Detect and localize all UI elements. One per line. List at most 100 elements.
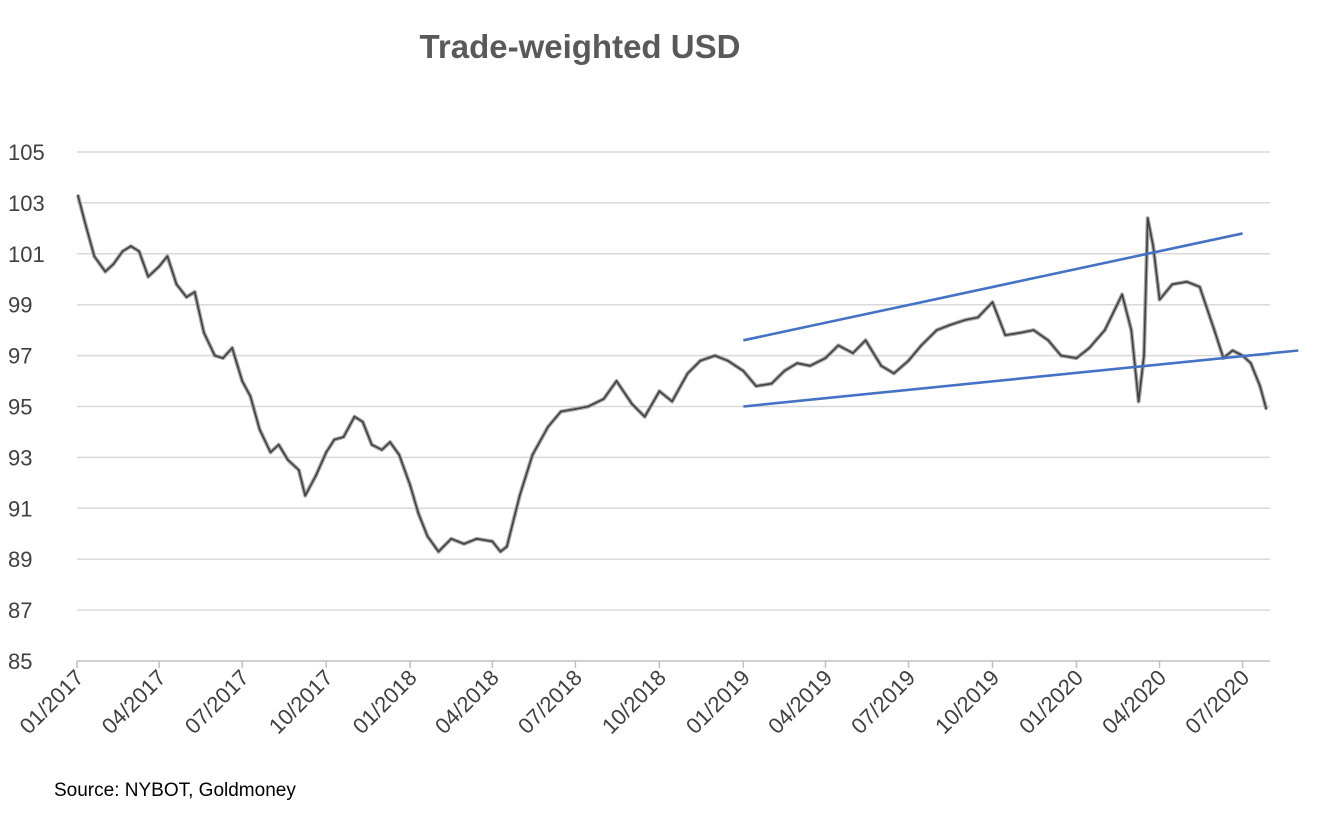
data-point	[158, 265, 161, 268]
trend-layer	[743, 232, 1299, 408]
data-point	[1075, 357, 1078, 359]
data-point	[547, 426, 549, 428]
data-point	[602, 398, 605, 400]
series-0-shadow	[75, 194, 1269, 554]
x-tick-label-8: 01/2019	[681, 665, 755, 739]
data-point	[824, 357, 827, 359]
data-point	[1158, 298, 1161, 301]
data-point	[1214, 331, 1217, 334]
x-tick-label-0: 01/2017	[15, 665, 89, 739]
data-point	[1171, 283, 1174, 286]
y-tick-label-105: 105	[8, 140, 45, 165]
source-note: Source: NYBOT, Goldmoney	[54, 780, 296, 801]
series-layer	[75, 194, 1269, 554]
data-point	[475, 537, 478, 540]
x-tick-label-3: 10/2017	[264, 665, 338, 739]
data-point	[1121, 293, 1123, 296]
data-point	[991, 301, 994, 304]
data-point	[1060, 354, 1062, 357]
data-point	[948, 324, 951, 326]
data-point	[203, 331, 205, 334]
data-point	[84, 222, 87, 225]
data-point	[185, 296, 188, 298]
data-point	[964, 319, 966, 321]
data-point	[1143, 354, 1145, 357]
data-point	[325, 451, 328, 454]
data-point	[920, 344, 923, 347]
data-point	[837, 344, 840, 347]
data-point	[686, 372, 689, 375]
y-tick-label-85: 85	[8, 649, 32, 674]
data-point	[398, 454, 401, 456]
data-point	[977, 316, 979, 319]
x-tick-label-6: 07/2018	[513, 665, 587, 739]
data-point	[138, 250, 141, 253]
y-tick-label-91: 91	[8, 496, 32, 521]
data-point	[147, 275, 150, 278]
data-point	[381, 448, 383, 451]
data-point	[1265, 408, 1268, 410]
data-point	[770, 382, 773, 385]
x-tick-label-9: 04/2019	[763, 665, 837, 739]
data-point	[796, 362, 799, 365]
chart-title: Trade-weighted USD	[419, 28, 741, 65]
y-tick-label-93: 93	[8, 445, 32, 470]
x-tick-label-1: 04/2017	[97, 665, 171, 739]
data-point	[315, 474, 317, 477]
data-point	[907, 359, 910, 362]
data-point	[269, 451, 272, 454]
x-tick-label-14: 07/2020	[1180, 665, 1254, 739]
data-point	[463, 543, 465, 545]
data-point	[783, 370, 786, 372]
data-point	[353, 415, 356, 418]
data-point	[342, 436, 345, 438]
x-tick-label-7: 10/2018	[597, 665, 671, 739]
data-point	[277, 443, 280, 446]
data-point	[222, 357, 224, 359]
data-point	[699, 359, 702, 362]
data-point	[755, 385, 757, 387]
y-tick-label-97: 97	[8, 344, 32, 369]
x-tick-label-13: 04/2020	[1097, 665, 1171, 739]
y-tick-label-99: 99	[8, 293, 32, 318]
data-point	[935, 329, 938, 331]
data-point	[1130, 329, 1133, 331]
data-point	[518, 494, 521, 497]
data-point	[370, 443, 373, 446]
data-point	[297, 469, 300, 471]
y-tick-label-87: 87	[8, 598, 32, 623]
data-point	[491, 540, 494, 543]
data-point	[437, 550, 440, 553]
data-point	[1249, 362, 1252, 365]
data-point	[1019, 331, 1022, 334]
data-point	[643, 415, 646, 418]
data-point	[333, 438, 336, 441]
data-point	[193, 291, 196, 293]
data-point	[587, 405, 590, 408]
data-point	[880, 364, 883, 367]
data-point	[631, 403, 633, 405]
data-point	[258, 428, 261, 431]
data-point	[499, 550, 502, 553]
data-point	[1047, 339, 1050, 342]
y-tick-label-101: 101	[8, 242, 45, 267]
x-tick-label-10: 07/2019	[846, 665, 920, 739]
data-point	[506, 545, 508, 548]
data-point	[1146, 217, 1149, 220]
data-point	[130, 245, 132, 248]
data-point	[213, 354, 216, 357]
data-point	[742, 370, 745, 372]
data-point	[241, 380, 244, 382]
data-point	[175, 283, 178, 286]
data-point	[714, 354, 716, 357]
data-point	[559, 410, 562, 413]
data-point	[671, 400, 673, 403]
data-point	[121, 250, 124, 253]
data-point	[1186, 280, 1188, 283]
x-tick-label-11: 10/2019	[930, 665, 1004, 739]
data-point	[104, 270, 107, 273]
data-point	[852, 352, 854, 354]
data-point	[304, 494, 307, 497]
